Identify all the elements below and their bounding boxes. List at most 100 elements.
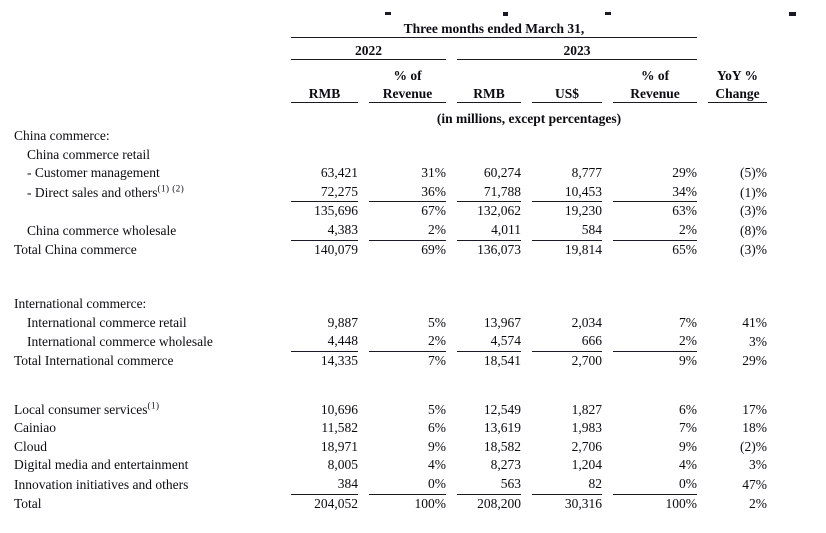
cell-value: 1,983 [571,420,602,436]
col-header-rmb-2022: RMB [291,60,358,103]
cell-value: 18% [742,420,767,436]
cell-value [457,146,521,165]
cell-value: 1,827 [571,401,602,417]
year-header-row: 2022 2023 [14,38,767,60]
cell-value: 5% [428,314,446,330]
row-label: Cainiao [14,420,56,436]
cell-value: 31% [421,165,446,181]
cell-value [369,295,446,314]
row-label [14,202,280,221]
cropped-text-fragment [385,12,391,15]
cell-value: 4,011 [457,221,521,241]
table-row: 135,696 67% 132,062 19,230 63% (3)% [14,202,767,221]
cell-value: 135,696 [314,203,358,219]
cell-value: 29% [742,352,767,368]
col-header-usd-2023: US$ [532,60,602,103]
year-2022-header: 2022 [291,38,446,60]
cell-value: 4,574 [457,332,521,352]
empty-cell [14,103,280,127]
cell-value: 1,204 [571,457,602,473]
cell-value: 29% [672,165,697,181]
table-row: Local consumer services(1) 10,696 5% 12,549… [14,401,767,420]
cell-value: 19,814 [564,241,602,257]
table-body: China commerce: China commerce retail - Cu… [14,127,767,513]
cell-value [613,127,697,146]
cell-value: 3% [749,457,767,473]
cell-value [708,127,767,146]
cell-value: 11,582 [321,420,358,436]
cell-value: 41% [742,314,767,330]
cell-value [291,295,358,314]
cell-value: 8,273 [490,457,521,473]
cell-value: 7% [428,352,446,368]
row-label: International commerce retail [27,314,187,330]
spacer-cell [14,371,767,401]
cell-value: 72,275 [291,183,358,203]
cell-value [613,295,697,314]
year-2023-header: 2023 [457,38,697,60]
period-title-row: Three months ended March 31, [14,12,767,38]
table-row: Innovation initiatives and others 384 0% 56… [14,475,767,495]
units-note: (in millions, except percentages) [436,111,622,126]
cell-value: (3)% [740,203,767,219]
cell-value [532,127,602,146]
cell-value: 4% [428,457,446,473]
col-header-pct-revenue-2023: % of Revenue [613,60,697,103]
row-label: Total [14,495,42,511]
table-row: Total 204,052 100% 208,200 30,316 100% 2% [14,495,767,514]
cell-value: 2,700 [571,352,602,368]
row-label: International commerce wholesale [27,334,213,350]
cell-value: 100% [414,495,447,511]
table-row: Total International commerce 14,335 7% 18,5… [14,352,767,371]
empty-cell [14,12,280,38]
cell-value: 2% [613,221,697,241]
cell-value: 9,887 [327,314,358,330]
table-row: China commerce: [14,127,767,146]
row-label: - Customer management [27,165,160,181]
cell-value: 4,448 [291,332,358,352]
cropped-text-fragment [789,12,796,16]
cell-value: 82 [532,475,602,495]
cell-value: 4% [679,457,697,473]
column-header-row: RMB % of Revenue RMB US$ % of Revenue Yo… [14,60,767,103]
cell-value: 132,062 [477,203,521,219]
cell-value [457,295,521,314]
footnote-ref: (1) [147,400,160,411]
row-label: China commerce wholesale [27,222,177,238]
table-header: Three months ended March 31, 2022 2023 R… [14,12,767,127]
cell-value: 18,582 [483,438,521,454]
cell-value: (2)% [740,438,767,454]
spacer-row [14,371,767,401]
table-row: - Direct sales and others(1) (2) 72,275 36… [14,183,767,203]
table-row: China commerce wholesale 4,383 2% 4,011 584 2… [14,221,767,241]
cropped-text-fragment [503,12,508,16]
cell-value [532,295,602,314]
cell-value: 63% [672,203,697,219]
cell-value: 3% [749,334,767,350]
cell-value: 67% [421,203,446,219]
cell-value: 2% [749,495,767,511]
cell-value: 36% [369,183,446,203]
cell-value: 563 [457,475,521,495]
row-label: Total China commerce [14,241,137,257]
cell-value: 384 [291,475,358,495]
spacer-cell [14,259,767,295]
row-label: Digital media and entertainment [14,457,189,473]
cell-value: 9% [679,352,697,368]
cell-value: 2% [613,332,697,352]
table-row: Total China commerce 140,079 69% 136,073 19,… [14,241,767,260]
table-row: - Customer management 63,421 31% 60,274 8,77… [14,164,767,183]
row-label: International commerce: [14,296,147,312]
cell-value: 13,619 [483,420,521,436]
cell-value: 204,052 [314,495,358,511]
cell-value: 9% [428,438,446,454]
cell-value: 47% [742,476,767,492]
cell-value: 5% [428,401,446,417]
cropped-text-fragment [605,12,611,15]
document-page: { "table": { "title": "Three months ende… [0,12,826,533]
cell-value [369,146,446,165]
cell-value: (1)% [740,184,767,200]
cell-value: 18,541 [483,352,521,368]
cell-value: 8,005 [327,457,358,473]
cell-value: 69% [421,241,446,257]
